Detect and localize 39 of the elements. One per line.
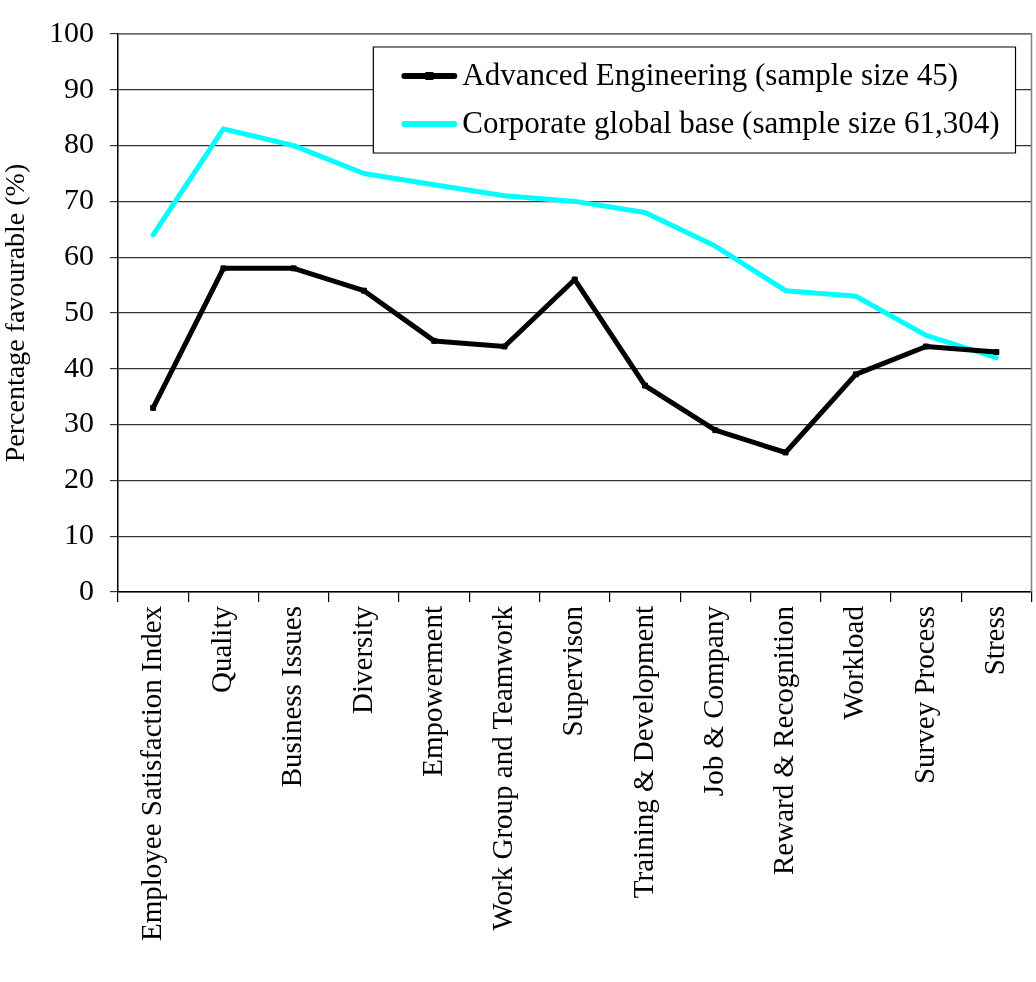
x-tick-label: Quality — [205, 605, 238, 693]
y-tick-label: 10 — [64, 517, 94, 551]
point — [501, 343, 508, 350]
y-tick-label: 20 — [64, 461, 94, 495]
legend-label: Advanced Engineering (sample size 45) — [462, 57, 959, 93]
point — [642, 382, 648, 389]
point — [782, 449, 789, 456]
x-tick-label: Reward & Recognition — [767, 605, 800, 876]
y-tick-label: 50 — [64, 293, 94, 327]
x-tick-label: Empowerment — [415, 606, 448, 777]
x-tick-label: Business Issues — [275, 606, 308, 788]
x-tick-label: Work Group and Teamwork — [486, 605, 519, 931]
x-tick-label: Diversity — [345, 605, 378, 714]
point — [290, 265, 297, 272]
point — [923, 343, 930, 350]
x-tick-label: Stress — [977, 606, 1010, 676]
y-tick-label: 30 — [64, 405, 94, 439]
point — [993, 349, 1000, 356]
y-tick-label: 100 — [49, 14, 94, 48]
y-tick-label: 40 — [64, 349, 94, 383]
y-axis-title: Percentage favourable (%) — [0, 163, 31, 463]
y-tick-label: 90 — [64, 70, 94, 104]
point — [220, 265, 227, 272]
x-tick-label: Job & Company — [696, 605, 729, 797]
legend-label: Corporate global base (sample size 61,304) — [462, 105, 1000, 141]
x-tick-label: Training & Development — [626, 606, 659, 899]
x-tick-label: Survey Process — [907, 606, 940, 785]
x-tick-label: Supervison — [556, 605, 589, 737]
y-tick-label: 60 — [64, 238, 94, 272]
x-tick-label: Employee Satisfaction Index — [134, 605, 167, 942]
y-tick-label: 0 — [79, 572, 94, 606]
x-tick-label: Workload — [837, 605, 870, 720]
point — [852, 371, 859, 378]
y-tick-label: 80 — [64, 126, 94, 160]
point — [360, 287, 367, 294]
y-tick-label: 70 — [64, 182, 94, 216]
point — [431, 337, 438, 344]
point — [712, 427, 719, 434]
point — [150, 404, 157, 411]
